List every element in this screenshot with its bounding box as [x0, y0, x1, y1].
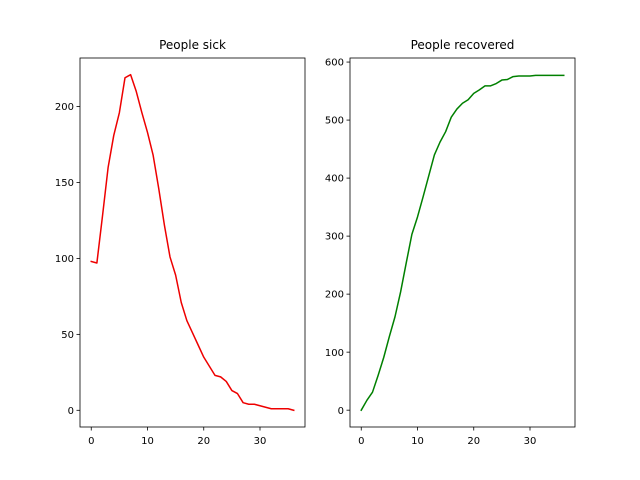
y-tick-label: 300: [325, 232, 344, 243]
x-tick-label: 20: [197, 436, 210, 447]
axes-frame: [349, 57, 576, 428]
x-tick-label: 10: [141, 436, 154, 447]
x-tick-label: 0: [358, 436, 364, 447]
y-tick-label: 200: [55, 102, 74, 113]
y-tick-label: 50: [61, 330, 74, 341]
series-line: [90, 73, 295, 412]
x-tick-label: 30: [524, 436, 537, 447]
y-tick-label: 0: [338, 406, 344, 417]
x-tick-label: 10: [411, 436, 424, 447]
x-tick-label: 20: [467, 436, 480, 447]
y-tick-label: 0: [68, 406, 74, 417]
y-tick-label: 150: [55, 178, 74, 189]
x-tick-label: 30: [254, 436, 267, 447]
y-tick-label: 400: [325, 174, 344, 185]
chart-title: People sick: [159, 38, 226, 52]
y-tick-label: 200: [325, 290, 344, 301]
chart-panel-sick: People sick 0 10 20 30 0 50 100 150 200: [55, 38, 306, 447]
y-tick-label: 100: [325, 348, 344, 359]
x-tick-label: 0: [88, 436, 94, 447]
y-tick-label: 500: [325, 116, 344, 127]
y-tick-label: 100: [55, 254, 74, 265]
axes-frame: [79, 57, 306, 428]
y-tick-label: 600: [325, 58, 344, 69]
chart-title: People recovered: [411, 38, 515, 52]
series-line: [360, 74, 565, 412]
